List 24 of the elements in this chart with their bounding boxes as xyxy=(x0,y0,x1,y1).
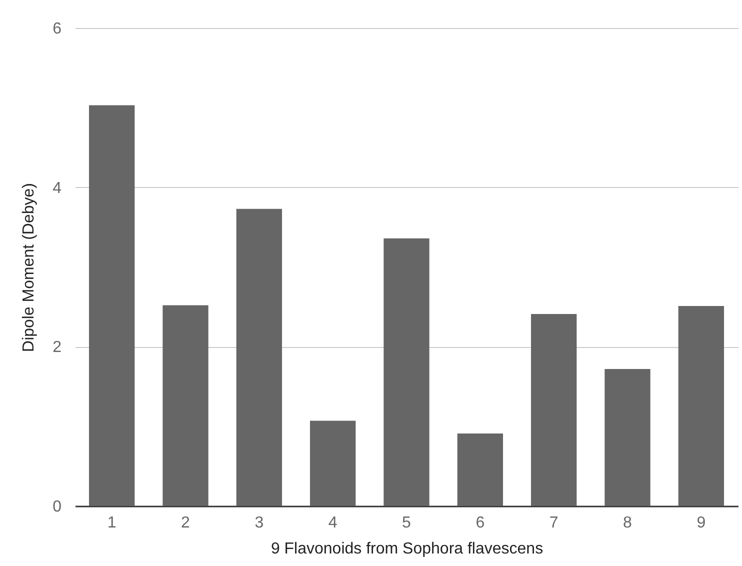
y-tick-label: 4 xyxy=(52,180,62,197)
x-tick-label: 2 xyxy=(181,514,190,532)
x-tick-label: 3 xyxy=(254,514,264,532)
y-tick-label: 6 xyxy=(52,20,62,38)
y-tick-label: 0 xyxy=(52,498,62,516)
x-tick-label: 7 xyxy=(549,514,558,532)
bar xyxy=(162,305,208,506)
bar xyxy=(530,314,577,506)
x-tick-label: 8 xyxy=(623,514,632,532)
x-tick-label: 6 xyxy=(476,514,485,532)
x-tick-label: 5 xyxy=(402,514,412,532)
bar xyxy=(604,368,650,506)
bar xyxy=(88,105,135,506)
bar xyxy=(384,238,430,506)
y-axis-title: Dipole Moment (Debye) xyxy=(20,183,38,352)
y-tick-label: 2 xyxy=(52,339,62,356)
bar xyxy=(310,420,356,506)
x-tick-label: 1 xyxy=(107,514,116,532)
bar xyxy=(678,306,724,506)
x-axis-title: 9 Flavonoids from Sophora flavescens xyxy=(270,540,544,558)
bar xyxy=(457,434,504,506)
x-tick-label: 9 xyxy=(696,514,706,532)
x-tick-label: 4 xyxy=(328,514,338,532)
bar xyxy=(236,208,282,506)
